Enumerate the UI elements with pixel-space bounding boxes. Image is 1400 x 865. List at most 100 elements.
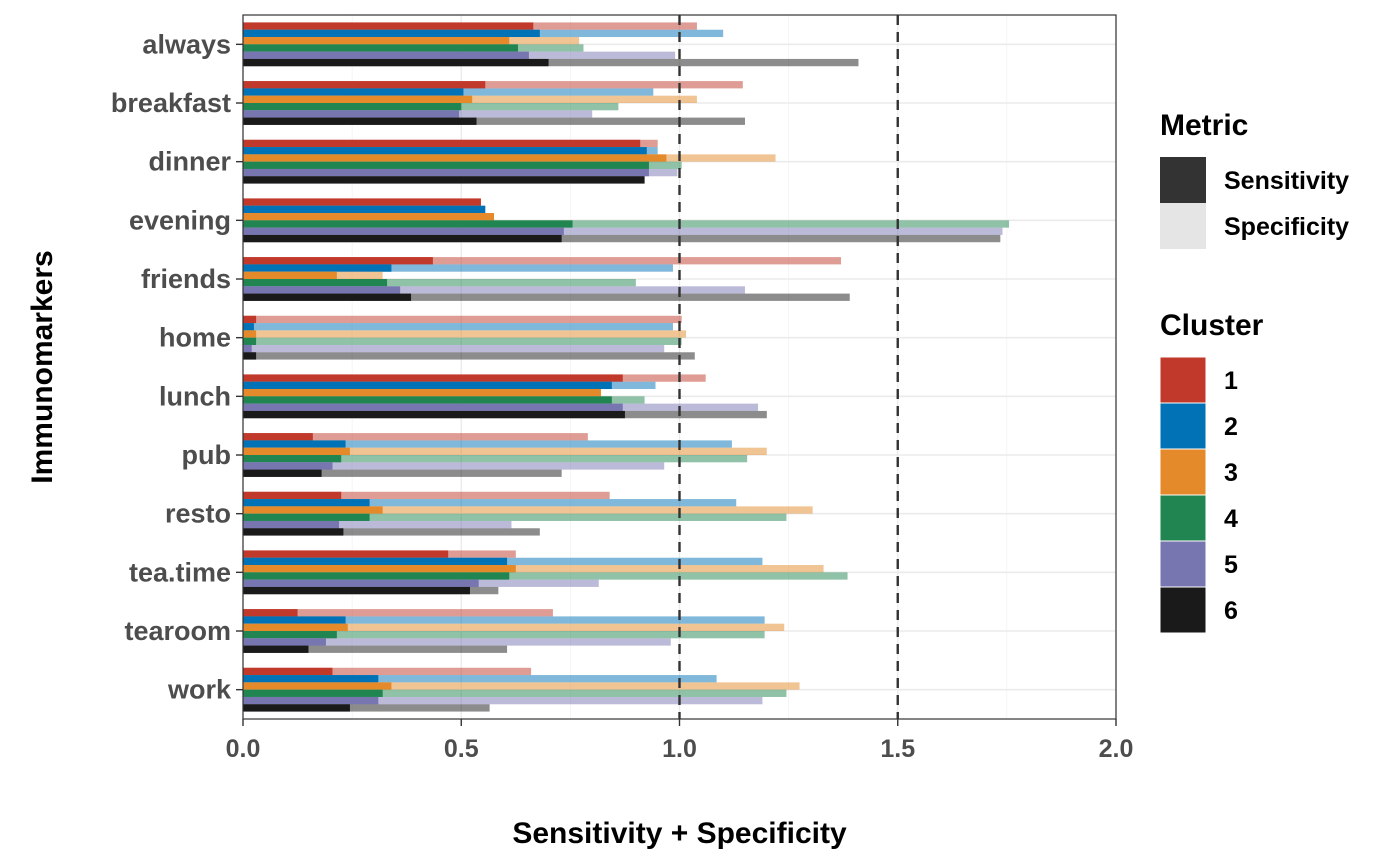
bar-specificity-home-cluster-1 (243, 315, 682, 324)
bar-sensitivity-home-cluster-2 (243, 323, 254, 331)
bar-sensitivity-tea.time-cluster-3 (243, 565, 516, 573)
x-axis-title: Sensitivity + Specificity (512, 817, 847, 850)
bar-sensitivity-dinner-cluster-6 (243, 176, 645, 184)
bar-sensitivity-resto-cluster-4 (243, 513, 370, 521)
legend-key-cluster-4 (1159, 494, 1207, 542)
bar-specificity-work-cluster-6 (243, 704, 490, 712)
bar-specificity-friends-cluster-5 (243, 286, 745, 294)
y-tick-label: breakfast (111, 88, 231, 118)
bar-specificity-pub-cluster-3 (243, 447, 767, 455)
bar-specificity-friends-cluster-1 (243, 257, 842, 265)
x-tick-label: 2.0 (1099, 735, 1134, 763)
bar-sensitivity-work-cluster-4 (243, 689, 383, 697)
bar-sensitivity-breakfast-cluster-6 (243, 117, 477, 125)
legend-title-metric: Metric (1160, 109, 1248, 142)
y-tick-label: home (159, 323, 231, 353)
bar-sensitivity-lunch-cluster-4 (243, 396, 612, 404)
bar-specificity-tearoom-cluster-4 (243, 631, 765, 639)
bar-sensitivity-home-cluster-5 (243, 344, 252, 353)
legend-label-cluster: 6 (1224, 597, 1238, 625)
bar-specificity-pub-cluster-1 (243, 433, 588, 441)
bar-specificity-breakfast-cluster-1 (243, 81, 743, 89)
bar-sensitivity-evening-cluster-6 (243, 234, 562, 243)
legend-key-cluster-3 (1159, 448, 1207, 496)
y-tick-label: dinner (148, 147, 231, 177)
bar-sensitivity-tearoom-cluster-5 (243, 638, 326, 646)
bar-specificity-work-cluster-2 (243, 675, 717, 683)
bar-sensitivity-tearoom-cluster-3 (243, 623, 348, 631)
bar-sensitivity-work-cluster-3 (243, 682, 392, 690)
bar-sensitivity-always-cluster-3 (243, 37, 510, 45)
y-tick-label: work (167, 675, 232, 705)
legend-key-cluster-2 (1159, 402, 1207, 450)
legend-title-cluster: Cluster (1160, 309, 1264, 342)
bar-sensitivity-friends-cluster-2 (243, 264, 392, 272)
bar-specificity-work-cluster-1 (243, 667, 532, 676)
bar-specificity-work-cluster-3 (243, 682, 800, 690)
legend-label-metric: Specificity (1224, 213, 1349, 241)
bar-sensitivity-always-cluster-5 (243, 51, 529, 59)
bar-specificity-resto-cluster-5 (243, 520, 512, 529)
bar-sensitivity-lunch-cluster-1 (243, 374, 623, 382)
y-tick-label: tea.time (129, 557, 231, 587)
bar-specificity-tearoom-cluster-3 (243, 623, 785, 631)
bar-sensitivity-pub-cluster-1 (243, 433, 313, 441)
bar-specificity-home-cluster-5 (243, 344, 665, 353)
bar-specificity-pub-cluster-6 (243, 469, 562, 477)
bar-sensitivity-lunch-cluster-2 (243, 381, 612, 390)
y-tick-label: resto (165, 499, 231, 529)
legend-label-cluster: 3 (1224, 459, 1238, 487)
bar-sensitivity-pub-cluster-5 (243, 462, 333, 470)
bar-specificity-friends-cluster-6 (243, 293, 850, 301)
bar-sensitivity-tearoom-cluster-6 (243, 645, 309, 653)
legend-label-cluster: 2 (1224, 413, 1238, 441)
y-tick-label: friends (141, 264, 231, 294)
bar-sensitivity-friends-cluster-1 (243, 257, 433, 265)
bar-sensitivity-always-cluster-6 (243, 58, 549, 67)
bar-sensitivity-evening-cluster-2 (243, 205, 486, 214)
bar-sensitivity-lunch-cluster-5 (243, 403, 623, 411)
bar-sensitivity-pub-cluster-4 (243, 455, 342, 463)
legend-label-metric: Sensitivity (1224, 167, 1349, 195)
bar-specificity-tearoom-cluster-5 (243, 638, 671, 646)
bar-sensitivity-tea.time-cluster-6 (243, 586, 470, 595)
bar-sensitivity-resto-cluster-5 (243, 520, 340, 529)
bar-sensitivity-dinner-cluster-1 (243, 139, 641, 148)
bar-sensitivity-resto-cluster-6 (243, 528, 344, 536)
x-tick-label: 1.0 (662, 735, 697, 763)
bar-sensitivity-pub-cluster-3 (243, 447, 350, 455)
bar-specificity-home-cluster-2 (243, 323, 673, 331)
bar-sensitivity-friends-cluster-4 (243, 279, 388, 287)
bar-specificity-always-cluster-6 (243, 58, 859, 67)
bar-sensitivity-dinner-cluster-5 (243, 168, 649, 177)
bar-sensitivity-home-cluster-1 (243, 315, 257, 324)
bar-sensitivity-breakfast-cluster-4 (243, 103, 462, 111)
bar-specificity-pub-cluster-5 (243, 462, 665, 470)
bar-specificity-work-cluster-5 (243, 696, 763, 705)
y-axis: always breakfast dinner evening friends home l… (111, 29, 243, 705)
bar-specificity-resto-cluster-6 (243, 528, 540, 536)
bar-specificity-breakfast-cluster-6 (243, 117, 745, 125)
bars (243, 22, 1010, 712)
bar-specificity-tea.time-cluster-4 (243, 572, 848, 580)
y-tick-label: lunch (159, 381, 231, 411)
bar-specificity-home-cluster-6 (243, 352, 695, 360)
bar-sensitivity-home-cluster-6 (243, 352, 257, 360)
bar-specificity-tearoom-cluster-6 (243, 645, 508, 653)
bar-sensitivity-friends-cluster-5 (243, 286, 401, 294)
bar-specificity-tearoom-cluster-2 (243, 616, 765, 624)
bar-sensitivity-breakfast-cluster-1 (243, 81, 486, 89)
bar-sensitivity-tearoom-cluster-4 (243, 631, 337, 639)
y-axis-title: Immunomarkers (26, 250, 59, 483)
bar-sensitivity-friends-cluster-6 (243, 293, 412, 301)
bar-specificity-home-cluster-3 (243, 330, 687, 338)
bar-sensitivity-evening-cluster-3 (243, 213, 494, 221)
legend-label-cluster: 4 (1224, 505, 1238, 533)
bar-specificity-resto-cluster-1 (243, 491, 610, 500)
bar-sensitivity-pub-cluster-6 (243, 469, 322, 477)
bar-sensitivity-resto-cluster-3 (243, 506, 383, 514)
bar-sensitivity-dinner-cluster-3 (243, 154, 667, 162)
bar-specificity-evening-cluster-4 (243, 220, 1010, 228)
bar-sensitivity-resto-cluster-2 (243, 499, 370, 507)
